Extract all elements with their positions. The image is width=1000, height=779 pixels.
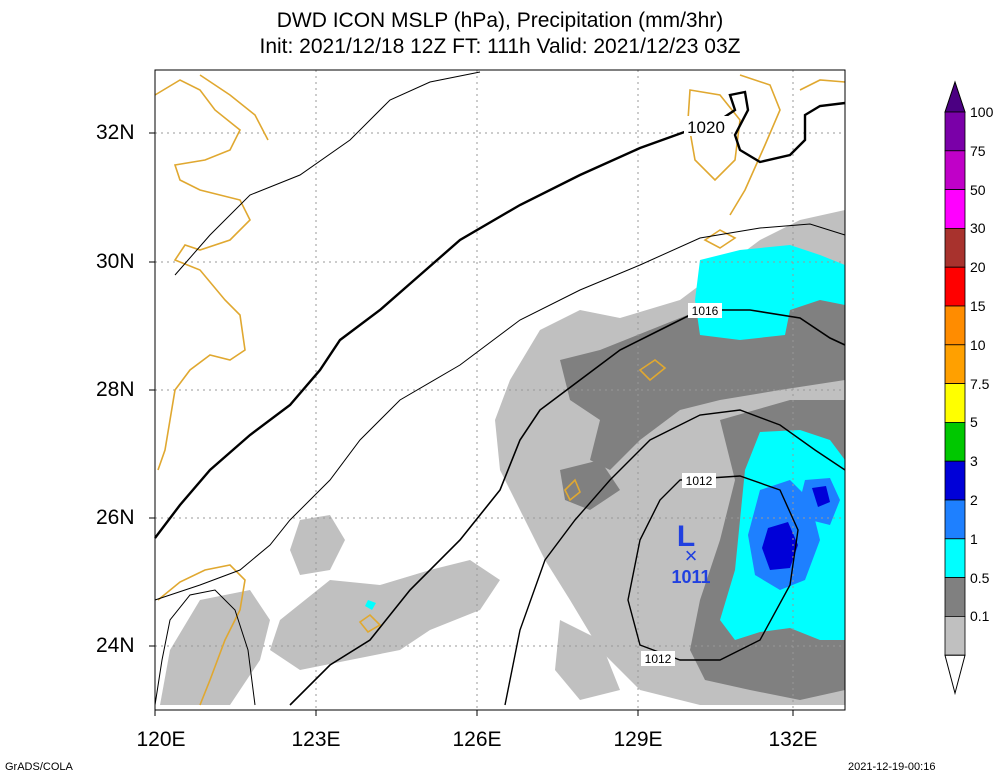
colorbar-swatch	[944, 305, 966, 346]
precip-light-region	[270, 560, 500, 670]
lat-label-26n: 26N	[96, 506, 135, 529]
lat-label-28n: 28N	[96, 378, 135, 401]
isobar-thin-north	[154, 223, 846, 601]
lon-label-123e: 123E	[291, 728, 341, 751]
footer-credit: GrADS/COLA	[5, 761, 73, 773]
axis-ticks	[149, 132, 794, 716]
colorbar-label: 2	[970, 492, 978, 508]
lat-label-24n: 24N	[96, 634, 135, 657]
precip-moderate-region	[560, 460, 620, 510]
colorbar-label: 7.5	[970, 375, 990, 392]
precip-1mm-region	[695, 245, 845, 340]
footer-timestamp: 2021-12-19-00:16	[848, 761, 936, 773]
colorbar-swatch	[944, 577, 966, 617]
lon-label-132e: 132E	[768, 728, 818, 751]
colorbar-swatch	[944, 111, 966, 152]
colorbar-label: 10	[970, 336, 986, 353]
title-line-2: Init: 2021/12/18 12Z FT: 111h Valid: 202…	[259, 35, 741, 58]
colorbar-swatch	[944, 189, 966, 229]
isobar-label-1016: 1016	[692, 304, 719, 318]
lat-label-32n: 32N	[96, 121, 135, 144]
colorbar-label: 5	[970, 414, 978, 431]
precip-3mm-region	[812, 486, 830, 507]
isobar-label-1020: 1020	[687, 118, 725, 137]
lon-label-126e: 126E	[452, 728, 502, 751]
colorbar-label: 50	[970, 181, 986, 198]
colorbar-swatch	[944, 344, 966, 384]
colorbar-label: 1	[970, 530, 978, 547]
colorbar-bottom-arrow	[944, 654, 966, 696]
precip-1mm-region	[365, 600, 376, 610]
colorbar-label: 0.5	[970, 569, 990, 586]
precip-3mm-region	[762, 522, 798, 570]
colorbar	[944, 80, 966, 696]
colorbar-label: 15	[970, 298, 986, 314]
lon-label-129e: 129E	[613, 728, 663, 751]
colorbar-label: 20	[970, 259, 986, 276]
colorbar-label: 30	[970, 220, 986, 237]
colorbar-swatch	[944, 266, 966, 307]
isobar-thin-northwest	[174, 71, 481, 276]
colorbar-swatch	[944, 227, 966, 268]
colorbar-swatch	[944, 616, 966, 656]
colorbar-swatch	[944, 499, 966, 540]
low-center-marker: ×	[685, 543, 698, 568]
isobar-thin-southwest	[154, 589, 256, 706]
colorbar-swatch	[944, 383, 966, 423]
title-line-1: DWD ICON MSLP (hPa), Precipitation (mm/3…	[276, 9, 724, 32]
low-pressure-value: 1011	[671, 567, 710, 587]
isobar-1012-closed	[627, 475, 799, 661]
colorbar-label: 75	[970, 142, 986, 159]
colorbar-swatch	[944, 421, 966, 462]
isobar-1016	[289, 309, 846, 706]
colorbar-label: 3	[970, 453, 978, 470]
isobar-label-1012-bottom: 1012	[645, 652, 672, 666]
precip-light-region	[160, 590, 270, 705]
isobars	[154, 71, 846, 706]
colorbar-swatch	[944, 460, 966, 501]
low-pressure-symbol: L	[677, 520, 695, 553]
lon-label-120e: 120E	[136, 728, 186, 751]
colorbar-label: 100	[970, 104, 994, 120]
precipitation-field	[160, 210, 845, 705]
colorbar-swatch	[944, 538, 966, 578]
precip-light-region	[555, 620, 620, 700]
grid-lines	[155, 70, 845, 710]
precip-light-region	[290, 515, 345, 575]
isobar-1012	[504, 409, 846, 706]
isobar-label-1012-top: 1012	[686, 474, 713, 488]
lat-label-30n: 30N	[96, 250, 135, 273]
colorbar-label: 0.1	[970, 608, 990, 625]
colorbar-top-arrow	[944, 80, 966, 113]
colorbar-swatch	[944, 150, 966, 191]
